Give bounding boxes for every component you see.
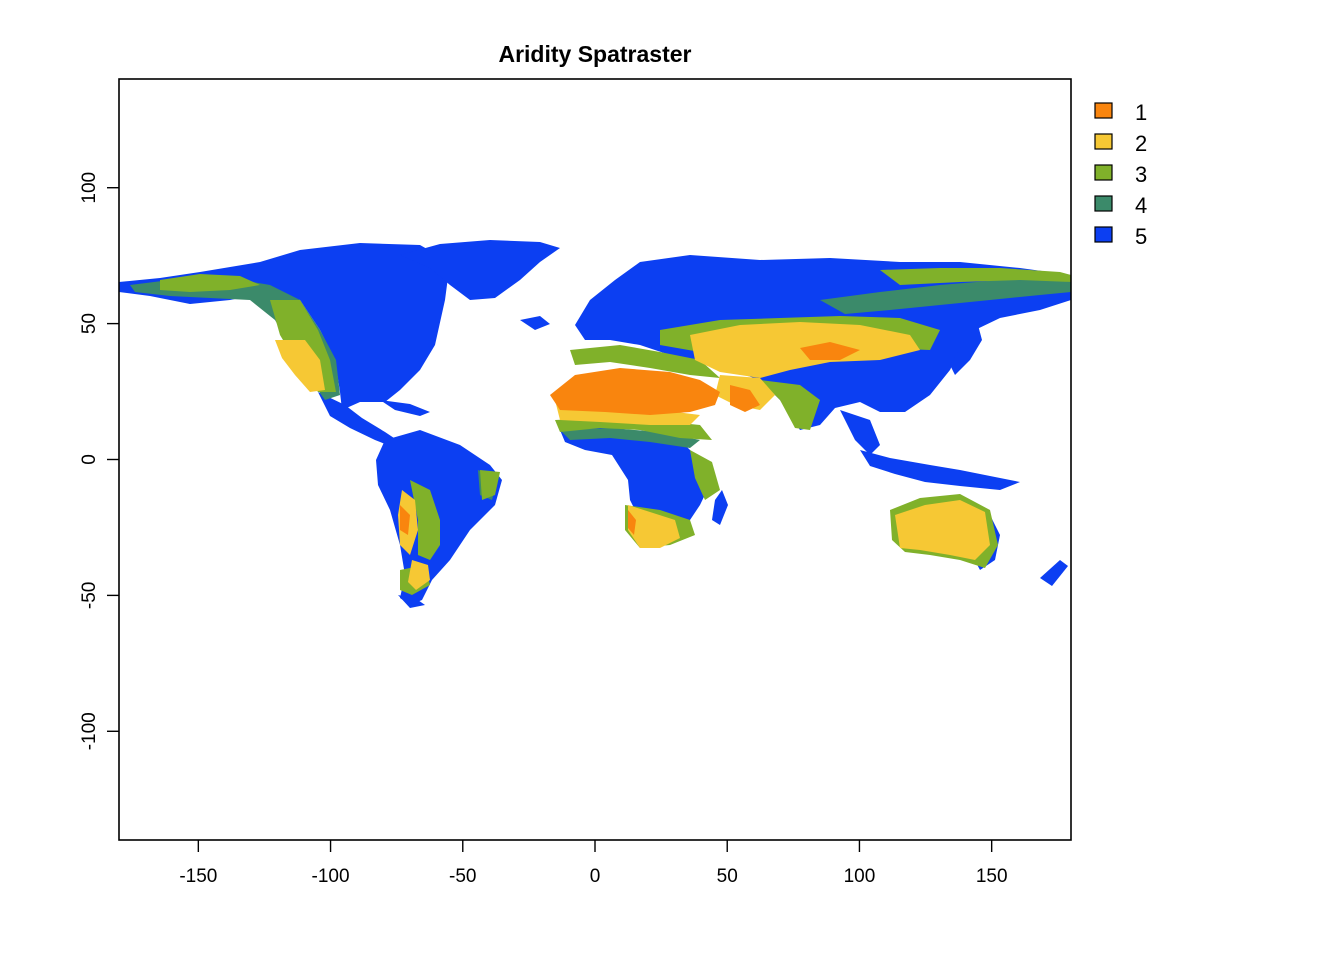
axes: -150 -100 -50 0 50 100 150 100 50 0 -50 -100 <box>79 172 1008 887</box>
region-new-zealand <box>1040 560 1068 586</box>
chart-title: Aridity Spatraster <box>498 41 691 67</box>
region-southeast-asia <box>840 410 880 455</box>
legend-swatch-3 <box>1094 164 1113 181</box>
legend-swatch-2 <box>1094 133 1113 150</box>
region-iceland <box>520 316 550 330</box>
legend-label-3: 3 <box>1135 162 1147 187</box>
region-east-africa <box>690 450 720 500</box>
region-africa <box>560 425 712 530</box>
x-tick-label: 150 <box>976 866 1008 887</box>
legend: 1 2 3 4 5 <box>1094 100 1147 249</box>
legend-label-1: 1 <box>1135 100 1147 125</box>
region-south-asia <box>760 380 820 430</box>
region-kalahari <box>628 505 680 548</box>
region-alaska-tundra <box>160 274 260 292</box>
map-layer-class-1 <box>400 342 860 535</box>
plot-frame <box>118 78 1072 841</box>
region-central-america <box>318 392 400 448</box>
x-tick-label: -150 <box>179 866 217 887</box>
region-caribbean <box>380 400 430 416</box>
x-tick-label: -100 <box>312 866 350 887</box>
legend-swatch-4 <box>1094 195 1113 212</box>
region-us-southwest <box>275 340 325 392</box>
legend-label-4: 4 <box>1135 193 1147 218</box>
region-taklamakan <box>800 342 860 360</box>
region-eurasia-north-transition <box>820 280 1071 314</box>
x-tick-label: 0 <box>590 866 601 887</box>
region-namib <box>628 510 636 535</box>
x-tick-label: 50 <box>717 866 738 887</box>
legend-label-5: 5 <box>1135 224 1147 249</box>
region-arctic-coast <box>880 268 1071 285</box>
region-indonesia <box>860 450 1020 490</box>
region-atacama <box>400 505 410 535</box>
region-japan <box>950 325 982 375</box>
region-greenland <box>400 240 560 300</box>
y-tick-label: 100 <box>79 172 100 204</box>
y-tick-label: -50 <box>79 582 100 609</box>
raster-map <box>119 240 1071 608</box>
region-australia-interior <box>895 500 990 560</box>
region-arabian-desert <box>730 385 760 412</box>
legend-label-2: 2 <box>1135 131 1147 156</box>
x-tick-label: -50 <box>449 866 476 887</box>
y-tick-label: 50 <box>79 313 100 334</box>
region-sahara <box>550 368 720 415</box>
region-south-america-northeast <box>480 470 500 500</box>
region-patagonia-dry <box>408 560 430 590</box>
region-south-america-west <box>410 480 440 560</box>
region-tierra-del-fuego <box>398 595 425 608</box>
x-tick-label: 100 <box>844 866 876 887</box>
y-tick-label: 0 <box>79 454 100 465</box>
legend-swatch-1 <box>1094 102 1113 119</box>
legend-swatch-5 <box>1094 226 1113 243</box>
region-madagascar <box>712 490 728 525</box>
region-mediterranean <box>570 345 720 378</box>
y-tick-label: -100 <box>79 712 100 750</box>
